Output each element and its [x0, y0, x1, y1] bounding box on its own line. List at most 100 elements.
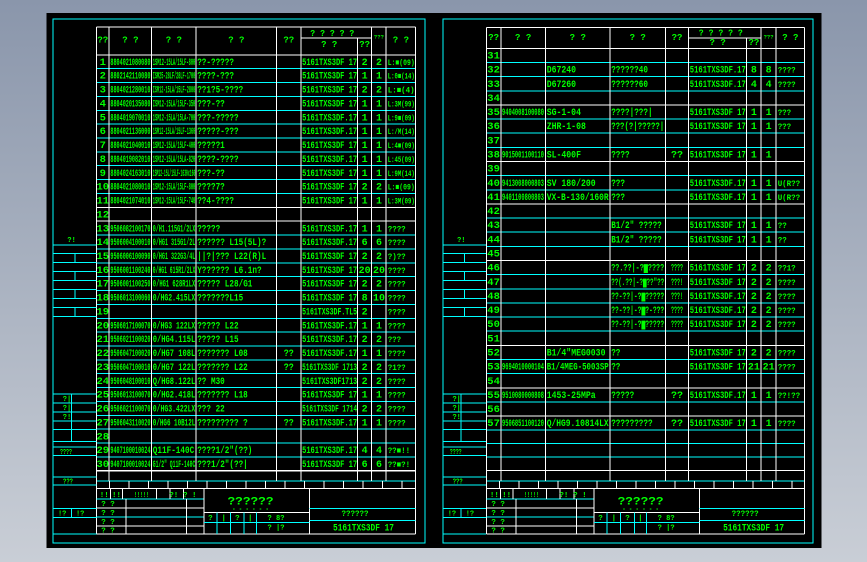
svg-text:8804019082010: 8804019082010 — [110, 155, 150, 166]
svg-text:11: 11 — [96, 196, 109, 208]
svg-text:????: ???? — [388, 418, 406, 428]
svg-text:1SM12-15LA/15LA-820: 1SM12-15LA/15LA-820 — [153, 154, 196, 166]
svg-text:????: ???? — [778, 292, 796, 302]
svg-text:L:3M(99): L:3M(99) — [388, 99, 415, 109]
svg-text:?!: ?! — [67, 237, 75, 245]
svg-text:54: 54 — [487, 376, 500, 388]
svg-text:!!: !! — [112, 492, 121, 500]
svg-text:1: 1 — [766, 391, 772, 402]
svg-text:1: 1 — [362, 113, 368, 124]
svg-text:2: 2 — [751, 306, 757, 317]
svg-text:??????? L18: ??????? L18 — [197, 391, 248, 402]
svg-text:1: 1 — [766, 151, 772, 162]
svg-text:1: 1 — [376, 418, 382, 429]
svg-text:? ?: ? ? — [321, 40, 337, 50]
svg-text:??: ?? — [778, 235, 787, 245]
svg-text:1: 1 — [751, 122, 757, 133]
svg-text:||?|??? L22(R)L: ||?|??? L22(R)L — [197, 251, 266, 263]
svg-text:??!??: ??!?? — [778, 391, 801, 401]
svg-text:? ?: ? ? — [570, 33, 586, 43]
svg-text:2: 2 — [766, 306, 772, 317]
svg-text:6: 6 — [376, 460, 382, 471]
svg-text:0/HG2.418L: 0/HG2.418L — [153, 390, 196, 402]
svg-text:? 8?: ? 8? — [268, 515, 285, 523]
svg-text:1: 1 — [766, 221, 772, 232]
svg-text:8804021280010: 8804021280010 — [110, 86, 150, 97]
svg-text:21: 21 — [96, 334, 109, 346]
svg-text:??: ?? — [97, 36, 108, 46]
svg-text:?: ? — [235, 515, 240, 523]
svg-text:5161TXS3DF 17: 5161TXS3DF 17 — [302, 280, 357, 291]
svg-text:39: 39 — [487, 164, 500, 176]
svg-text:????|???|: ????|???| — [611, 107, 652, 119]
svg-text:1: 1 — [766, 108, 772, 119]
svg-text:!?: !? — [58, 510, 66, 518]
svg-text:2: 2 — [376, 58, 382, 69]
svg-text:57: 57 — [487, 418, 500, 430]
svg-text:????: ???? — [388, 377, 406, 387]
svg-text:D67240: D67240 — [547, 66, 576, 77]
svg-text:1: 1 — [362, 224, 368, 235]
svg-text:?????: ????? — [197, 224, 220, 235]
svg-text:2: 2 — [362, 86, 368, 97]
svg-text:?????????: ????????? — [611, 419, 652, 430]
svg-text:31: 31 — [487, 51, 500, 63]
svg-text:G1/2" Q11F-140C: G1/2" Q11F-140C — [153, 459, 196, 471]
svg-text:2: 2 — [751, 292, 757, 303]
svg-text:2: 2 — [766, 320, 772, 331]
svg-text:????: ???? — [388, 405, 406, 415]
svg-text:? !: ? ! — [573, 492, 587, 500]
svg-text:????? L15: ????? L15 — [197, 335, 238, 346]
svg-text:5161TXS3DF 17: 5161TXS3DF 17 — [302, 169, 357, 180]
svg-text:???: ??? — [611, 193, 625, 204]
svg-text:?: ? — [208, 515, 213, 523]
svg-text:1: 1 — [766, 193, 772, 204]
svg-text:5161TXS3DF1713: 5161TXS3DF1713 — [302, 377, 357, 388]
svg-text:????: ???? — [671, 320, 683, 331]
svg-text:????: ???? — [388, 391, 406, 401]
svg-text:24: 24 — [96, 376, 109, 388]
svg-text:1: 1 — [376, 141, 382, 152]
svg-text:L:45(09): L:45(09) — [388, 155, 415, 165]
svg-text:Q11F-140C: Q11F-140C — [153, 446, 194, 457]
svg-text:5161TXS3DF 17: 5161TXS3DF 17 — [302, 266, 357, 277]
svg-text:1: 1 — [766, 235, 772, 246]
svg-text:??(.??|-?▆??"??: ??(.??|-?▆??"?? — [611, 277, 664, 289]
svg-text:2: 2 — [751, 264, 757, 275]
svg-text:?!: ?! — [457, 237, 465, 245]
svg-text:5161TXS3DF 17: 5161TXS3DF 17 — [302, 183, 357, 194]
svg-text:???: ??? — [764, 34, 774, 41]
svg-text:1: 1 — [376, 391, 382, 402]
svg-text:????: ???? — [778, 278, 796, 288]
svg-text:1SM12-15L/15LF-1630x160: 1SM12-15L/15LF-1630x160 — [153, 168, 196, 180]
svg-text:0/HG7 122L: 0/HG7 122L — [153, 362, 196, 374]
svg-text:1: 1 — [376, 99, 382, 110]
svg-text:??: ?? — [671, 391, 683, 402]
svg-text:5161TXS3DF.17: 5161TXS3DF.17 — [302, 238, 357, 249]
svg-text:2: 2 — [766, 292, 772, 303]
svg-text:????: ???? — [671, 306, 683, 317]
svg-text:? ?: ? ? — [101, 510, 115, 518]
svg-text:1: 1 — [362, 127, 368, 138]
svg-text:5161TXS3DF.17: 5161TXS3DF.17 — [690, 391, 746, 402]
svg-text:???!: ???! — [671, 278, 683, 289]
svg-text:2: 2 — [362, 183, 368, 194]
svg-text:4: 4 — [376, 446, 382, 457]
svg-text:2: 2 — [766, 348, 772, 359]
svg-text:4: 4 — [751, 80, 757, 91]
svg-text:?????? L15(5L)?: ?????? L15(5L)? — [197, 237, 266, 249]
svg-text:??1?: ??1? — [778, 264, 796, 274]
svg-text:9506001100250: 9506001100250 — [110, 280, 150, 291]
svg-text:45: 45 — [487, 249, 500, 261]
svg-text:1: 1 — [751, 221, 757, 232]
svg-text:5161TXS3DF 17: 5161TXS3DF 17 — [690, 320, 746, 331]
svg-text:? ?: ? ? — [710, 38, 726, 48]
svg-text:?1??: ?1?? — [388, 363, 406, 373]
svg-text:1: 1 — [362, 391, 368, 402]
svg-text:??????: ?????? — [732, 509, 759, 519]
svg-text:? ?: ? ? — [101, 519, 115, 527]
svg-text:44: 44 — [487, 234, 500, 246]
svg-text:? ?: ? ? — [101, 501, 115, 509]
svg-text:?????-???: ?????-??? — [197, 127, 238, 138]
svg-text:??????? L22: ??????? L22 — [197, 363, 248, 374]
